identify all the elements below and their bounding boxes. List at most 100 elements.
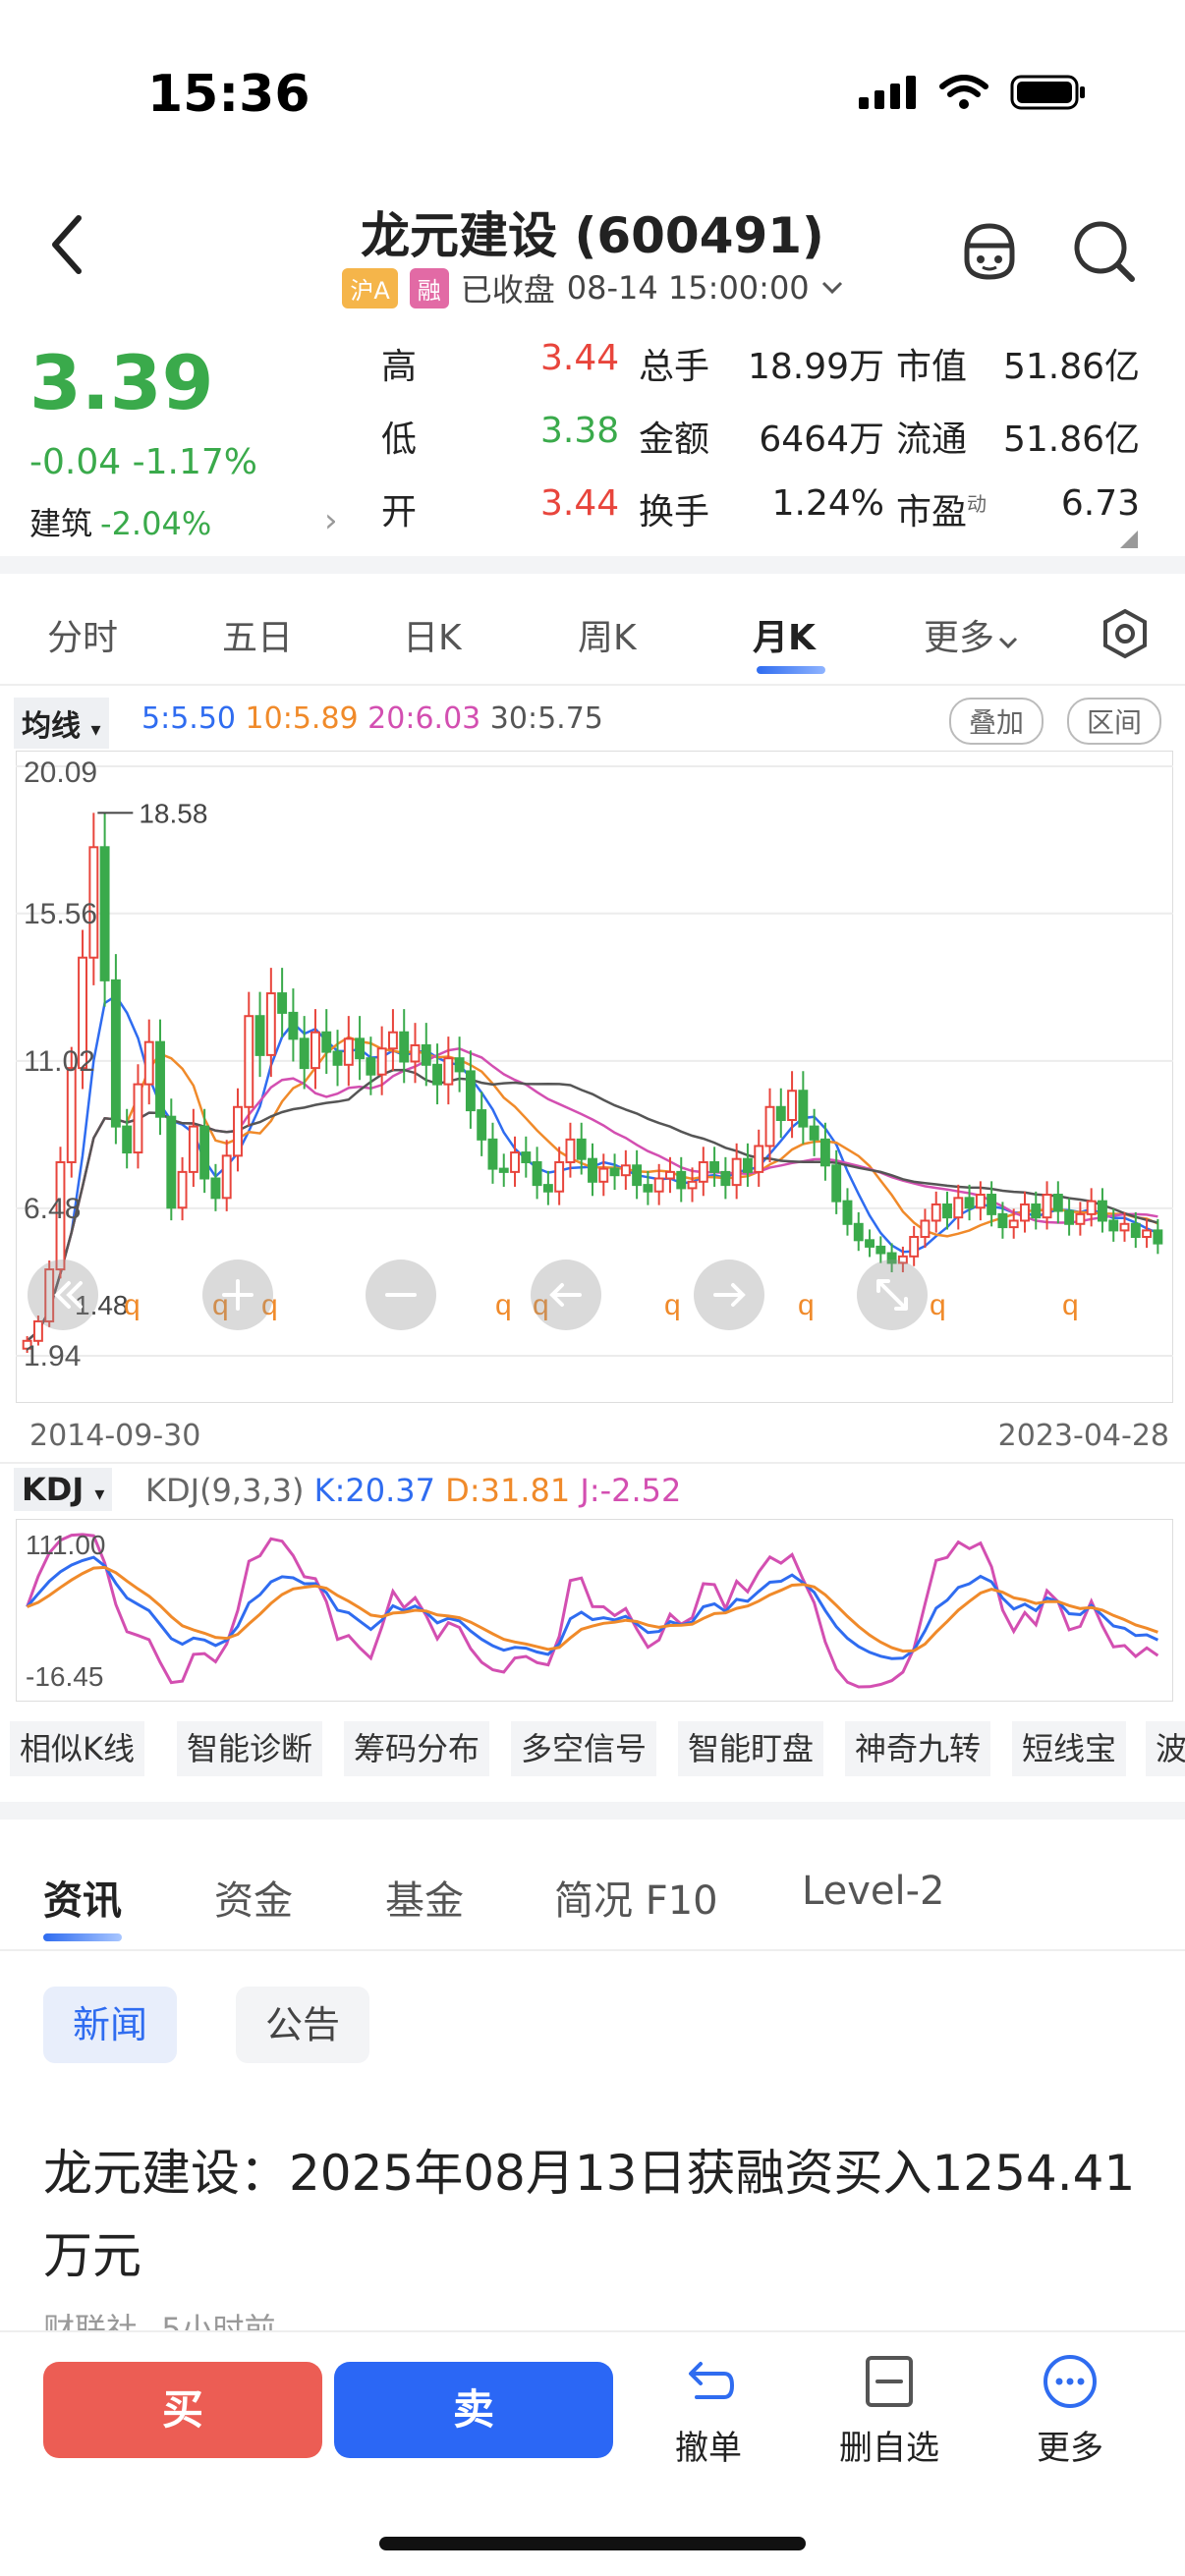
home-indicator [379, 2537, 806, 2550]
kdj-d-value: D:31.81 [445, 1472, 571, 1509]
tab-monthly-k[interactable]: 月K [753, 618, 816, 658]
indicator-selector[interactable]: KDJ ▾ [14, 1468, 113, 1511]
kdj-k-line [26, 1555, 1159, 1660]
assistant-robot-icon[interactable] [955, 216, 1024, 285]
candle-body [1064, 1209, 1075, 1225]
candle-body [410, 1043, 421, 1063]
candle-body [1031, 1203, 1042, 1219]
candle-body [277, 992, 288, 1014]
tool-short-term[interactable]: 短线宝 [1012, 1721, 1127, 1776]
pan-right-icon[interactable] [694, 1260, 764, 1330]
candle-body [588, 1157, 597, 1183]
tab-divider [0, 684, 1185, 686]
more-button[interactable]: 更多 [996, 2352, 1144, 2469]
buy-button[interactable]: 买 [43, 2362, 322, 2458]
remove-watchlist-button[interactable]: 删自选 [816, 2352, 963, 2469]
candle-body [376, 1047, 387, 1076]
pan-left-fast-icon[interactable] [28, 1260, 98, 1330]
candle-body [875, 1245, 886, 1255]
candle-body [99, 846, 110, 981]
signal-marker: q [261, 1289, 278, 1321]
tab-level2[interactable]: Level-2 [802, 1869, 945, 1914]
chip-announcement[interactable]: 公告 [236, 1987, 370, 2063]
candle-body [55, 1160, 66, 1271]
candle-body [188, 1125, 198, 1173]
tab-funds[interactable]: 资金 [214, 1878, 293, 1924]
candle-body [632, 1164, 643, 1187]
kline-chart[interactable]: 20.0915.5611.026.481.9418.581.48qqqqqqqq… [16, 751, 1173, 1403]
kdj-values: KDJ(9,3,3) K:20.37 D:31.81 J:-2.52 [145, 1472, 681, 1509]
market-status[interactable]: 沪A 融 已收盘 08-14 15:00:00 [0, 265, 1185, 310]
candle-body [454, 1057, 465, 1073]
candle-body [842, 1200, 853, 1225]
candle-body [343, 1037, 354, 1066]
ma-selector[interactable]: 均线 ▾ [14, 698, 109, 749]
tab-intraday[interactable]: 分时 [47, 618, 119, 658]
candle-body [620, 1164, 631, 1177]
kdj-y-min-label: -16.45 [26, 1661, 103, 1692]
chevron-right-icon[interactable]: › [324, 501, 338, 540]
candle-body [288, 1011, 299, 1040]
pan-left-icon[interactable] [531, 1260, 601, 1330]
candle-body [1142, 1229, 1153, 1239]
cancel-order-button[interactable]: 撤单 [635, 2352, 782, 2469]
candle-body [964, 1197, 975, 1209]
tab-more-label: 更多 [924, 618, 995, 658]
candle-body [143, 1040, 154, 1086]
tab-weekly-k[interactable]: 周K [578, 618, 637, 658]
tool-magic-nine[interactable]: 神奇九转 [845, 1721, 991, 1776]
sell-button[interactable]: 卖 [334, 2362, 613, 2458]
trading-datetime: 08-14 15:00:00 [566, 269, 810, 307]
tool-smart-watch[interactable]: 智能盯盘 [678, 1721, 824, 1776]
candle-body [122, 1125, 133, 1154]
candle-body [809, 1125, 819, 1141]
candle-body [199, 1125, 210, 1180]
tool-chip-distribution[interactable]: 筹码分布 [344, 1721, 490, 1776]
candle-body [720, 1170, 731, 1187]
value-volume: 18.99万 [747, 347, 884, 387]
candle-body [332, 1050, 343, 1066]
label-open: 开 [381, 492, 418, 532]
tab-five-day[interactable]: 五日 [222, 618, 294, 658]
chip-news[interactable]: 新闻 [43, 1987, 178, 2063]
candle-body [665, 1170, 675, 1180]
more-label: 更多 [1037, 2429, 1103, 2468]
candle-body [698, 1160, 708, 1183]
settings-gear-icon[interactable] [1099, 607, 1152, 660]
range-button[interactable]: 区间 [1067, 698, 1162, 745]
candle-body [1075, 1212, 1086, 1225]
search-icon[interactable] [1069, 216, 1138, 285]
tab-f10[interactable]: 简况 F10 [554, 1878, 718, 1924]
tool-smart-diagnosis[interactable]: 智能诊断 [177, 1721, 323, 1776]
tab-news[interactable]: 资讯 [43, 1878, 122, 1924]
zoom-out-icon[interactable] [366, 1260, 436, 1330]
tool-wave[interactable]: 波 [1146, 1721, 1185, 1776]
market-badge: 沪A [342, 267, 398, 308]
candle-body [764, 1105, 775, 1148]
candle-body [443, 1057, 454, 1086]
sector-link[interactable]: 建筑 -2.04% [29, 499, 211, 544]
fullscreen-icon[interactable] [857, 1260, 928, 1330]
zoom-in-icon[interactable] [202, 1260, 273, 1330]
tab-more[interactable]: 更多 [924, 609, 1018, 660]
news-headline[interactable]: 龙元建设：2025年08月13日获融资买入1254.41万元 [43, 2145, 1136, 2284]
remove-watchlist-label: 删自选 [839, 2429, 939, 2468]
tool-long-short-signal[interactable]: 多空信号 [511, 1721, 657, 1776]
cancel-order-label: 撤单 [675, 2429, 742, 2468]
label-mcap: 市值 [896, 347, 968, 387]
tool-similar-kline[interactable]: 相似K线 [10, 1721, 144, 1776]
candle-body [210, 1177, 221, 1200]
back-icon[interactable] [43, 210, 92, 279]
expand-glyph [876, 1279, 908, 1311]
tab-fund[interactable]: 基金 [385, 1878, 464, 1924]
candle-body [1020, 1203, 1030, 1222]
arrow-glyph [713, 1283, 746, 1307]
kdj-chart[interactable]: 111.00 -16.45 [16, 1519, 1173, 1702]
candle-body [498, 1167, 509, 1173]
tools-row: 相似K线 智能诊断 筹码分布 多空信号 智能盯盘 神奇九转 短线宝 波 [0, 1721, 1185, 1780]
label-amount: 金额 [639, 420, 710, 460]
tab-daily-k[interactable]: 日K [403, 618, 462, 658]
candle-body [576, 1138, 587, 1160]
candle-body [465, 1070, 476, 1112]
overlay-button[interactable]: 叠加 [949, 698, 1044, 745]
